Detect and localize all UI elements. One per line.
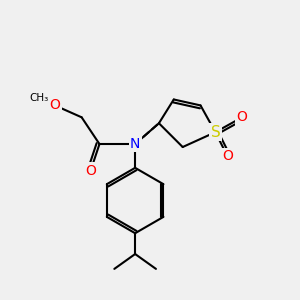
Text: N: N bbox=[130, 137, 140, 151]
Text: O: O bbox=[237, 110, 248, 124]
Text: CH₃: CH₃ bbox=[29, 93, 48, 103]
Text: O: O bbox=[85, 164, 96, 178]
Text: O: O bbox=[222, 149, 233, 163]
Text: O: O bbox=[50, 98, 60, 112]
Text: S: S bbox=[211, 125, 220, 140]
